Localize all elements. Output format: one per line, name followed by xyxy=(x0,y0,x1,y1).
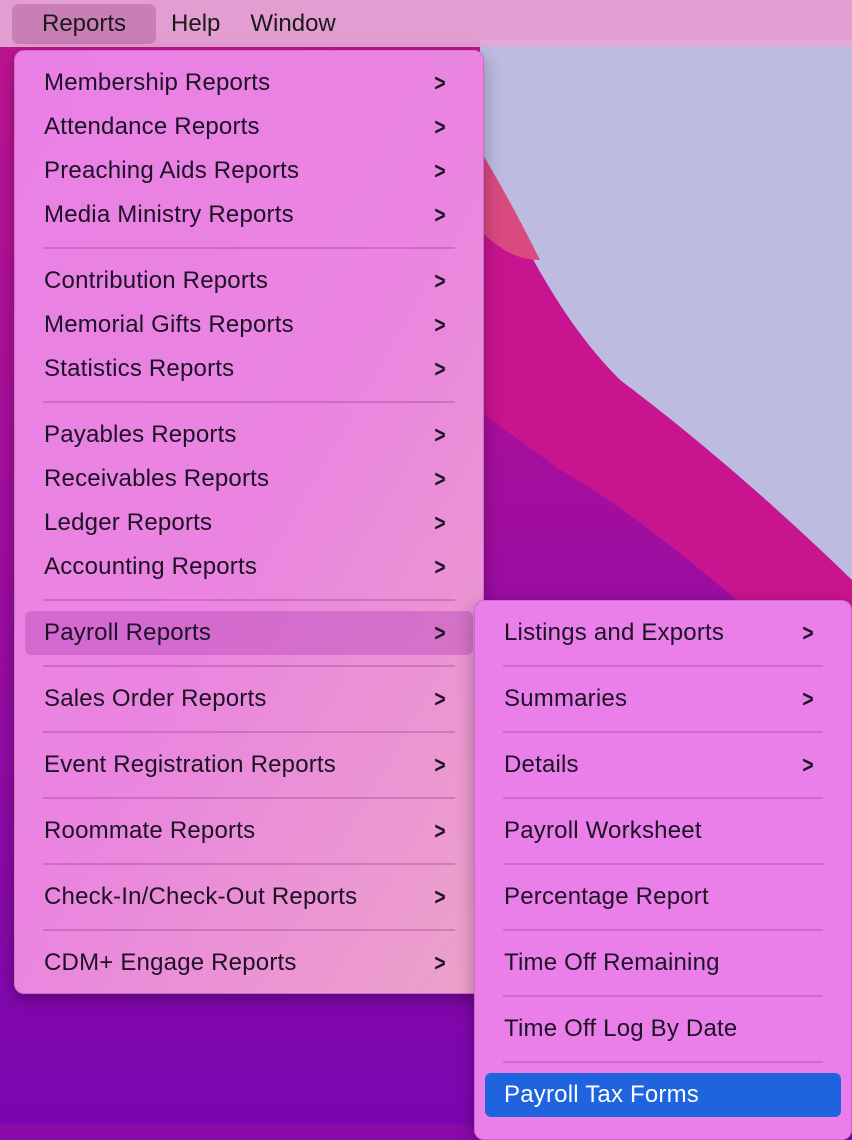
menu-item-ledger-reports[interactable]: Ledger Reports > xyxy=(25,501,473,545)
menu-item-label: Contribution Reports xyxy=(44,267,269,294)
menu-separator xyxy=(43,391,455,413)
menu-item-label: Receivables Reports xyxy=(44,465,270,492)
menu-item-listings-and-exports[interactable]: Listings and Exports > xyxy=(485,611,841,655)
menubar-reports[interactable]: Reports xyxy=(12,3,157,44)
menu-separator xyxy=(503,1051,823,1073)
menu-item-label: Summaries xyxy=(504,685,628,712)
menu-separator xyxy=(43,237,455,259)
menu-item-media-ministry-reports[interactable]: Media Ministry Reports > xyxy=(25,193,473,237)
menu-item-label: Event Registration Reports xyxy=(44,751,337,778)
menu-item-label: Details xyxy=(504,751,579,778)
chevron-right-icon: > xyxy=(434,752,446,779)
menu-item-time-off-log-by-date[interactable]: Time Off Log By Date xyxy=(485,1007,841,1051)
menu-item-label: Roommate Reports xyxy=(44,817,256,844)
menu-item-label: Statistics Reports xyxy=(44,355,235,382)
chevron-right-icon: > xyxy=(434,884,446,911)
menu-separator xyxy=(43,853,455,875)
menu-separator xyxy=(503,721,823,743)
menu-item-receivables-reports[interactable]: Receivables Reports > xyxy=(25,457,473,501)
chevron-right-icon: > xyxy=(434,466,446,493)
chevron-right-icon: > xyxy=(434,114,446,141)
chevron-right-icon: > xyxy=(434,268,446,295)
menu-item-label: Percentage Report xyxy=(504,883,709,910)
menu-item-label: Preaching Aids Reports xyxy=(44,157,300,184)
menu-item-label: Ledger Reports xyxy=(44,509,213,536)
menu-item-membership-reports[interactable]: Membership Reports > xyxy=(25,61,473,105)
menu-item-accounting-reports[interactable]: Accounting Reports > xyxy=(25,545,473,589)
menu-item-sales-order-reports[interactable]: Sales Order Reports > xyxy=(25,677,473,721)
menu-item-label: Payroll Reports xyxy=(44,619,212,646)
menu-separator xyxy=(43,655,455,677)
menu-separator xyxy=(43,919,455,941)
chevron-right-icon: > xyxy=(434,686,446,713)
menu-item-label: Attendance Reports xyxy=(44,113,260,140)
menu-separator xyxy=(503,655,823,677)
menu-item-payroll-tax-forms[interactable]: Payroll Tax Forms xyxy=(485,1073,841,1117)
menu-item-label: Memorial Gifts Reports xyxy=(44,311,294,338)
menu-item-label: Time Off Log By Date xyxy=(504,1015,738,1042)
menu-item-memorial-gifts-reports[interactable]: Memorial Gifts Reports > xyxy=(25,303,473,347)
chevron-right-icon: > xyxy=(802,620,814,647)
menu-separator xyxy=(503,919,823,941)
menu-item-details[interactable]: Details > xyxy=(485,743,841,787)
chevron-right-icon: > xyxy=(434,554,446,581)
menu-item-label: CDM+ Engage Reports xyxy=(44,949,297,976)
menu-item-label: Payroll Worksheet xyxy=(504,817,702,844)
menu-bar: Reports Help Window xyxy=(0,0,852,47)
reports-menu: Membership Reports > Attendance Reports > Pr… xyxy=(14,50,484,994)
menu-item-label: Media Ministry Reports xyxy=(44,201,294,228)
menubar-help[interactable]: Help xyxy=(171,9,221,37)
menu-item-check-in-check-out-reports[interactable]: Check-In/Check-Out Reports > xyxy=(25,875,473,919)
menu-item-attendance-reports[interactable]: Attendance Reports > xyxy=(25,105,473,149)
menu-item-event-registration-reports[interactable]: Event Registration Reports > xyxy=(25,743,473,787)
menu-item-preaching-aids-reports[interactable]: Preaching Aids Reports > xyxy=(25,149,473,193)
menu-item-payables-reports[interactable]: Payables Reports > xyxy=(25,413,473,457)
chevron-right-icon: > xyxy=(802,686,814,713)
menu-item-label: Payables Reports xyxy=(44,421,237,448)
menu-separator xyxy=(503,985,823,1007)
payroll-reports-submenu: Listings and Exports > Summaries > Details > P… xyxy=(474,600,852,1140)
menu-separator xyxy=(43,721,455,743)
menubar-window[interactable]: Window xyxy=(250,9,336,37)
menu-item-time-off-remaining[interactable]: Time Off Remaining xyxy=(485,941,841,985)
chevron-right-icon: > xyxy=(434,356,446,383)
menu-item-statistics-reports[interactable]: Statistics Reports > xyxy=(25,347,473,391)
chevron-right-icon: > xyxy=(434,510,446,537)
menu-item-summaries[interactable]: Summaries > xyxy=(485,677,841,721)
menu-item-contribution-reports[interactable]: Contribution Reports > xyxy=(25,259,473,303)
menu-item-cdm-engage-reports[interactable]: CDM+ Engage Reports > xyxy=(25,941,473,985)
chevron-right-icon: > xyxy=(434,422,446,449)
menu-item-label: Accounting Reports xyxy=(44,553,258,580)
menu-item-percentage-report[interactable]: Percentage Report xyxy=(485,875,841,919)
menu-separator xyxy=(503,853,823,875)
chevron-right-icon: > xyxy=(802,752,814,779)
chevron-right-icon: > xyxy=(434,70,446,97)
chevron-right-icon: > xyxy=(434,950,446,977)
menu-item-label: Time Off Remaining xyxy=(504,949,720,976)
menu-item-payroll-worksheet[interactable]: Payroll Worksheet xyxy=(485,809,841,853)
chevron-right-icon: > xyxy=(434,620,446,647)
menu-item-label: Membership Reports xyxy=(44,69,271,96)
menu-item-label: Listings and Exports xyxy=(504,619,725,646)
menu-separator xyxy=(43,589,455,611)
chevron-right-icon: > xyxy=(434,202,446,229)
menu-item-label: Sales Order Reports xyxy=(44,685,267,712)
menu-item-payroll-reports[interactable]: Payroll Reports > xyxy=(25,611,473,655)
chevron-right-icon: > xyxy=(434,312,446,339)
menu-separator xyxy=(43,787,455,809)
menu-item-roommate-reports[interactable]: Roommate Reports > xyxy=(25,809,473,853)
chevron-right-icon: > xyxy=(434,818,446,845)
menu-separator xyxy=(503,787,823,809)
chevron-right-icon: > xyxy=(434,158,446,185)
menu-item-label: Payroll Tax Forms xyxy=(504,1081,700,1108)
menu-item-label: Check-In/Check-Out Reports xyxy=(44,883,358,910)
